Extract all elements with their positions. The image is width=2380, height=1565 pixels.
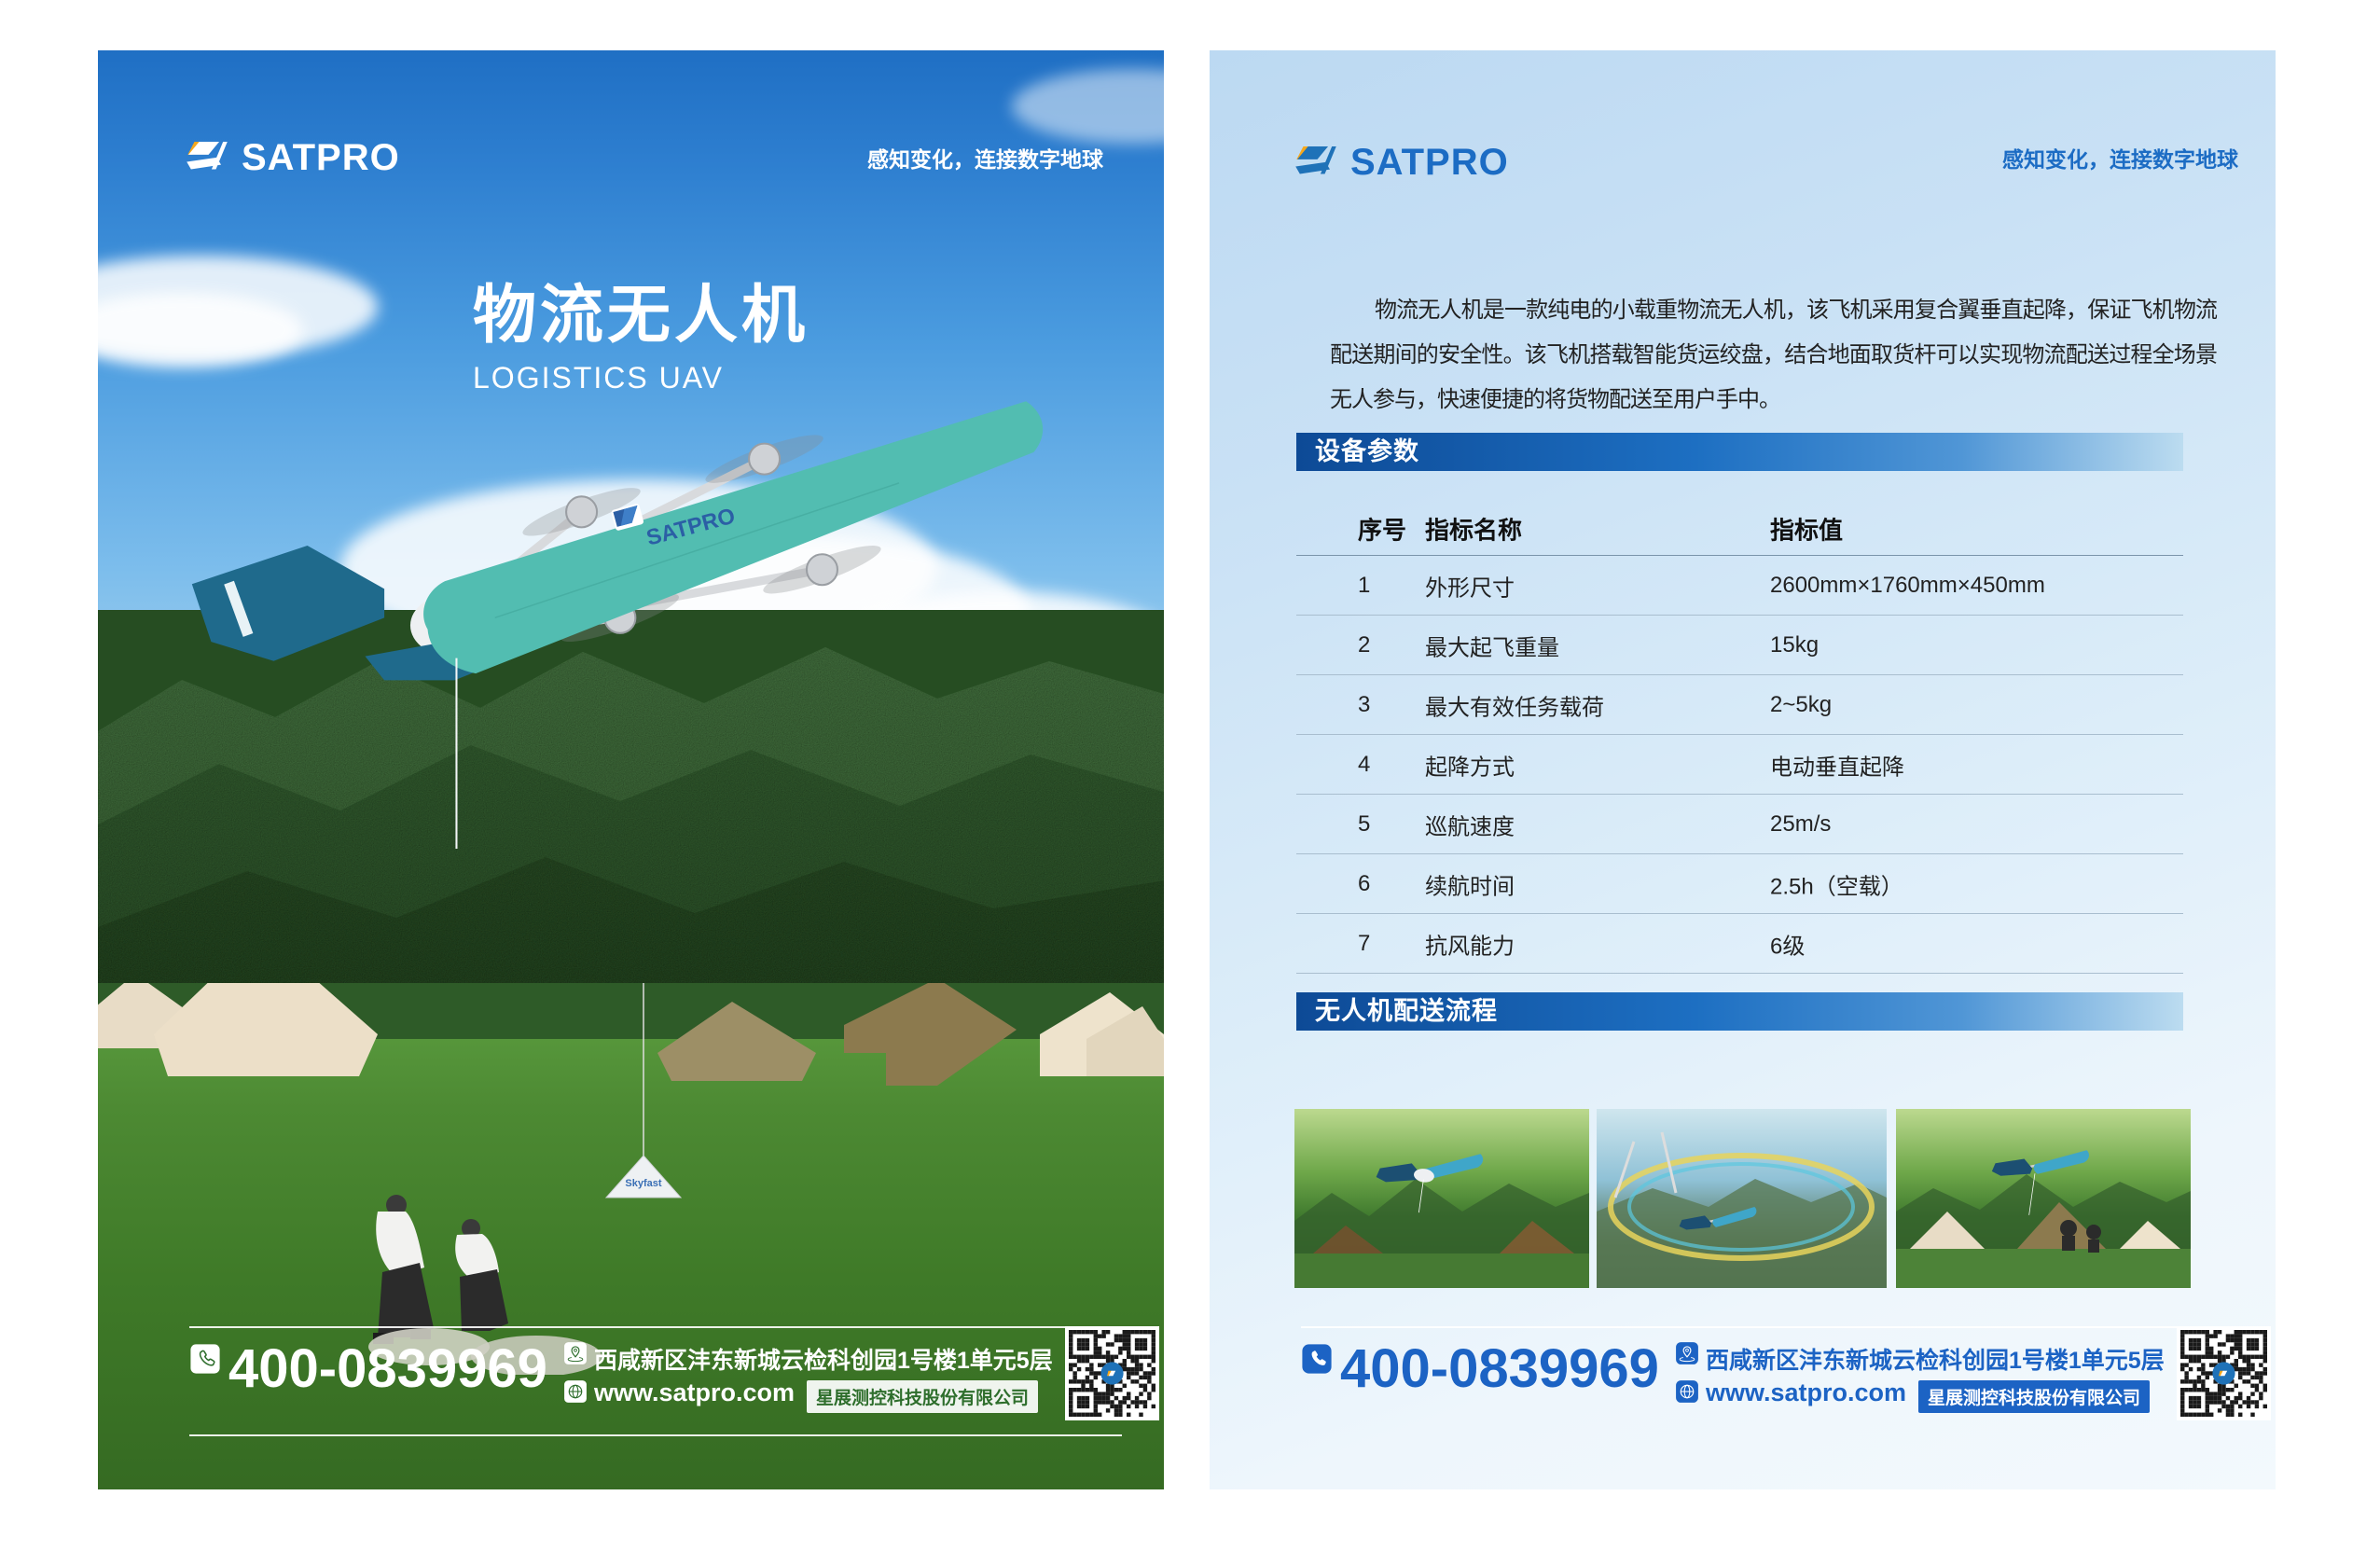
svg-text:Skyfast: Skyfast [625, 1178, 661, 1189]
